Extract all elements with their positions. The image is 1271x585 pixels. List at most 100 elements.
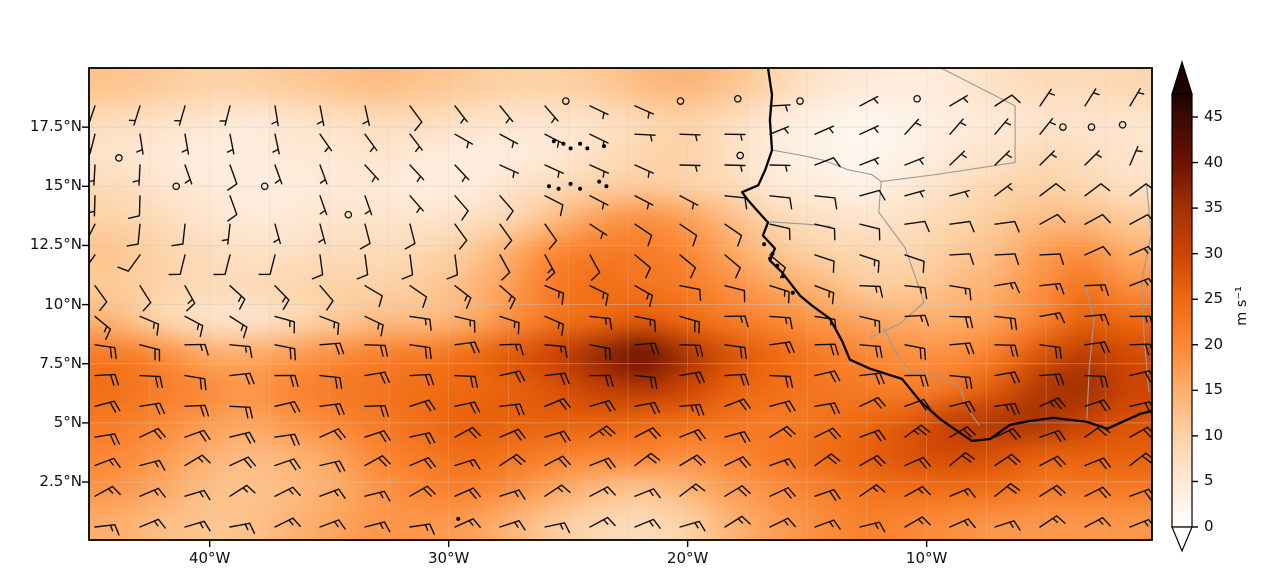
wind-barb bbox=[544, 315, 565, 336]
wind-barb bbox=[904, 220, 930, 233]
wind-barb bbox=[94, 400, 121, 413]
y-tick-label: 7.5°N bbox=[39, 353, 82, 372]
wind-barb bbox=[769, 315, 793, 330]
wind-barb bbox=[544, 133, 564, 148]
wind-barb bbox=[364, 344, 389, 357]
wind-barb bbox=[994, 94, 1021, 107]
wind-barb bbox=[229, 285, 246, 310]
wind-barb bbox=[679, 371, 705, 384]
wind-barb bbox=[499, 254, 511, 281]
wind-barb bbox=[634, 133, 656, 142]
wind-barb bbox=[1039, 484, 1066, 497]
wind-barb bbox=[859, 521, 886, 533]
wind-barb bbox=[409, 457, 436, 469]
wind-barb bbox=[634, 452, 661, 467]
wind-barb bbox=[679, 454, 706, 467]
wind-barb bbox=[859, 254, 880, 273]
wind-barb bbox=[184, 404, 210, 417]
wind-barb bbox=[859, 372, 885, 385]
wind-barb bbox=[184, 315, 204, 338]
wind-barb bbox=[1084, 245, 1111, 256]
y-tick-label: 5°N bbox=[53, 412, 82, 431]
wind-barb bbox=[221, 223, 231, 245]
wind-barb bbox=[589, 425, 616, 438]
colorbar-tick-label: 10 bbox=[1204, 425, 1224, 444]
wind-barb bbox=[1039, 312, 1066, 324]
wind-barb bbox=[634, 223, 653, 247]
wind-barb bbox=[544, 455, 571, 468]
wind-barb bbox=[274, 285, 290, 311]
wind-barb bbox=[454, 223, 468, 250]
wind-barb bbox=[724, 485, 751, 497]
wind-barb bbox=[409, 485, 436, 497]
wind-barb bbox=[89, 254, 96, 265]
wind-barb bbox=[1129, 145, 1143, 166]
wind-barb bbox=[634, 105, 654, 119]
wind-barb bbox=[362, 105, 370, 127]
wind-barb bbox=[1039, 397, 1066, 410]
island-dot bbox=[770, 251, 775, 256]
y-tick-label: 12.5°N bbox=[29, 235, 82, 254]
wind-barb bbox=[136, 133, 144, 155]
wind-barb bbox=[1084, 486, 1111, 499]
wind-barb bbox=[994, 402, 1020, 415]
wind-barb bbox=[229, 405, 253, 419]
wind-barb bbox=[226, 133, 235, 155]
wind-barb bbox=[229, 484, 256, 497]
wind-barb bbox=[499, 105, 514, 124]
wind-barb bbox=[181, 133, 190, 155]
island-dot bbox=[762, 242, 767, 247]
wind-barb bbox=[1129, 88, 1145, 107]
colorbar-tick-label: 30 bbox=[1204, 243, 1224, 262]
wind-barb bbox=[589, 105, 609, 120]
wind-barb bbox=[679, 133, 701, 142]
wind-barb bbox=[409, 399, 436, 412]
wind-barb bbox=[409, 432, 436, 445]
wind-barb bbox=[589, 254, 601, 281]
wind-barb bbox=[499, 403, 525, 416]
wind-barb bbox=[454, 426, 481, 439]
map-frame bbox=[88, 67, 1153, 541]
wind-barb bbox=[1039, 150, 1057, 166]
wind-barb bbox=[859, 125, 879, 135]
island-dot bbox=[597, 179, 602, 184]
wind-barb bbox=[724, 223, 743, 247]
wind-barb bbox=[994, 118, 1011, 135]
wind-barb bbox=[724, 195, 748, 210]
calm-wind-circle bbox=[1118, 120, 1127, 129]
wind-barb bbox=[319, 133, 333, 153]
wind-barb bbox=[994, 150, 1012, 166]
wind-barb bbox=[364, 490, 391, 502]
wind-barb bbox=[229, 372, 255, 385]
wind-barb bbox=[274, 433, 300, 446]
wind-barb bbox=[859, 95, 879, 107]
wind-barb bbox=[544, 105, 559, 124]
wind-barb bbox=[769, 195, 793, 210]
calm-wind-circle bbox=[796, 97, 804, 105]
wind-barb bbox=[274, 164, 283, 185]
wind-barb bbox=[274, 517, 301, 528]
wind-barb bbox=[409, 195, 424, 214]
wind-barb bbox=[94, 524, 120, 536]
wind-barb bbox=[589, 195, 609, 210]
wind-barb bbox=[589, 344, 612, 361]
wind-barb bbox=[544, 344, 568, 358]
wind-barb bbox=[409, 523, 435, 535]
island-dot bbox=[578, 141, 583, 146]
wind-barb bbox=[724, 254, 741, 279]
wind-barb bbox=[814, 402, 840, 415]
colorbar-bar bbox=[1171, 93, 1193, 528]
wind-barb bbox=[859, 344, 883, 358]
wind-barb bbox=[499, 133, 519, 149]
wind-barb bbox=[994, 453, 1021, 467]
wind-barb bbox=[769, 517, 796, 528]
wind-barb bbox=[1084, 457, 1111, 470]
wind-barb bbox=[1084, 313, 1110, 326]
wind-barb bbox=[904, 456, 931, 469]
wind-barb bbox=[139, 374, 163, 389]
wind-barb bbox=[1039, 88, 1056, 107]
wind-barb bbox=[904, 254, 925, 273]
wind-barb bbox=[273, 223, 281, 245]
wind-barb bbox=[859, 396, 886, 409]
